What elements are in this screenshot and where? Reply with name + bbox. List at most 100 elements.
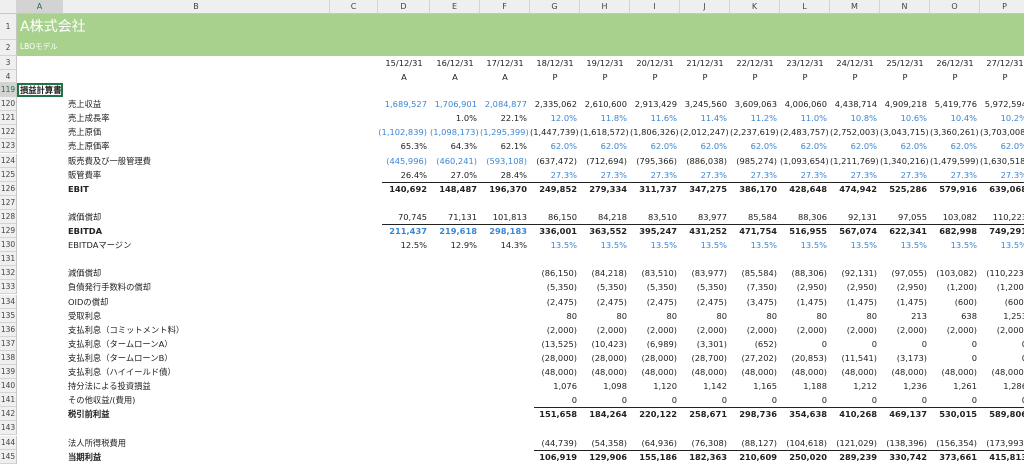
value-cell: (48,000): [741, 367, 777, 377]
date-cell: 21/12/31: [686, 58, 724, 68]
value-cell: (48,000): [891, 367, 927, 377]
row-header[interactable]: 137: [0, 336, 17, 351]
value-cell: 13.5%: [750, 240, 777, 251]
value-cell: 211,437: [389, 226, 427, 236]
row-header[interactable]: 125: [0, 167, 17, 182]
value-cell: 62.0%: [650, 141, 677, 152]
row-header[interactable]: 4: [0, 70, 17, 83]
row-header[interactable]: 122: [0, 125, 17, 140]
row-header[interactable]: 140: [0, 379, 17, 394]
value-cell: 1,253: [1003, 310, 1024, 321]
border-line: [382, 181, 1024, 183]
value-cell: 13.5%: [650, 240, 677, 251]
column-header[interactable]: D: [378, 0, 430, 14]
column-header[interactable]: A: [17, 0, 63, 14]
row-label: 販管費率: [68, 169, 102, 180]
date-cell: 22/12/31: [736, 58, 774, 68]
row-header[interactable]: 136: [0, 322, 17, 337]
column-header[interactable]: E: [430, 0, 480, 14]
row-header[interactable]: 129: [0, 224, 17, 239]
column-header[interactable]: F: [480, 0, 530, 14]
row-header[interactable]: 127: [0, 195, 17, 210]
row-header[interactable]: 139: [0, 365, 17, 380]
value-cell: 27.3%: [900, 169, 927, 180]
value-cell: 27.3%: [700, 169, 727, 180]
value-cell: 110,223: [992, 211, 1024, 222]
value-cell: 101,813: [492, 211, 527, 222]
column-header[interactable]: N: [880, 0, 930, 14]
row-header[interactable]: 134: [0, 294, 17, 309]
row-header[interactable]: 142: [0, 407, 17, 422]
value-cell: 0: [821, 338, 827, 349]
column-header[interactable]: C: [330, 0, 378, 14]
date-cell: 18/12/31: [536, 58, 574, 68]
row-header[interactable]: 135: [0, 308, 17, 323]
value-cell: 1.0%: [455, 113, 477, 124]
row-header[interactable]: 130: [0, 238, 17, 253]
row-header[interactable]: 123: [0, 139, 17, 154]
value-cell: 2,335,062: [534, 99, 577, 110]
value-cell: (76,308): [691, 437, 727, 448]
value-cell: 71,131: [447, 211, 477, 222]
row-header[interactable]: 120: [0, 97, 17, 112]
row-header[interactable]: 133: [0, 280, 17, 295]
row-header[interactable]: 119: [0, 83, 17, 98]
value-cell: 27.3%: [1000, 169, 1024, 180]
column-header[interactable]: P: [980, 0, 1024, 14]
column-header[interactable]: H: [580, 0, 630, 14]
row-header[interactable]: 138: [0, 350, 17, 365]
column-header[interactable]: J: [680, 0, 730, 14]
row-header[interactable]: 145: [0, 449, 17, 464]
row-header[interactable]: 124: [0, 153, 17, 168]
value-cell: (48,000): [641, 367, 677, 377]
column-header[interactable]: M: [830, 0, 880, 14]
type-cell: A: [452, 72, 458, 82]
value-cell: 0: [671, 395, 677, 406]
row-header[interactable]: 126: [0, 181, 17, 196]
row-header[interactable]: 128: [0, 209, 17, 224]
row-header[interactable]: 131: [0, 252, 17, 267]
date-cell: 16/12/31: [436, 58, 474, 68]
corner: [0, 0, 17, 14]
value-cell: 80: [666, 310, 677, 321]
row-header[interactable]: 1: [0, 14, 17, 40]
value-cell: 0: [571, 395, 577, 406]
value-cell: (83,977): [691, 268, 727, 279]
column-header[interactable]: K: [730, 0, 780, 14]
value-cell: 638: [961, 310, 977, 321]
row-header[interactable]: 3: [0, 56, 17, 70]
column-header[interactable]: L: [780, 0, 830, 14]
value-cell: 10.2%: [1000, 113, 1024, 124]
value-cell: 140,692: [389, 183, 427, 194]
row-header[interactable]: 121: [0, 111, 17, 126]
column-header[interactable]: O: [930, 0, 980, 14]
value-cell: 298,183: [489, 226, 527, 236]
value-cell: 62.0%: [550, 141, 577, 152]
value-cell: (2,000): [946, 324, 977, 335]
value-cell: (13,525): [541, 338, 577, 349]
value-cell: 0: [980, 393, 1024, 407]
column-header[interactable]: I: [630, 0, 680, 14]
column-header[interactable]: B: [63, 0, 330, 14]
type-cell: A: [502, 72, 508, 82]
row-header[interactable]: 132: [0, 266, 17, 281]
date-cell: 20/12/31: [636, 58, 674, 68]
section-label[interactable]: 損益計算書: [17, 83, 63, 98]
value-cell: 4,006,060: [784, 99, 827, 110]
value-cell: (652): [754, 338, 777, 349]
value-cell: 13.5%: [1000, 240, 1024, 251]
value-cell: 84,218: [597, 211, 627, 222]
row-header[interactable]: 141: [0, 393, 17, 408]
column-header[interactable]: G: [530, 0, 580, 14]
value-cell: 469,137: [889, 409, 927, 420]
value-cell: 395,247: [639, 226, 677, 236]
row-header[interactable]: 143: [0, 421, 17, 436]
value-cell: 330,742: [889, 451, 927, 462]
value-cell: 27.3%: [800, 169, 827, 180]
value-cell: (5,350): [546, 282, 577, 293]
row-header[interactable]: 144: [0, 435, 17, 450]
value-cell: 0: [721, 395, 727, 406]
value-cell: 579,916: [939, 183, 977, 194]
value-cell: 13.5%: [800, 240, 827, 251]
row-header[interactable]: 2: [0, 40, 17, 56]
